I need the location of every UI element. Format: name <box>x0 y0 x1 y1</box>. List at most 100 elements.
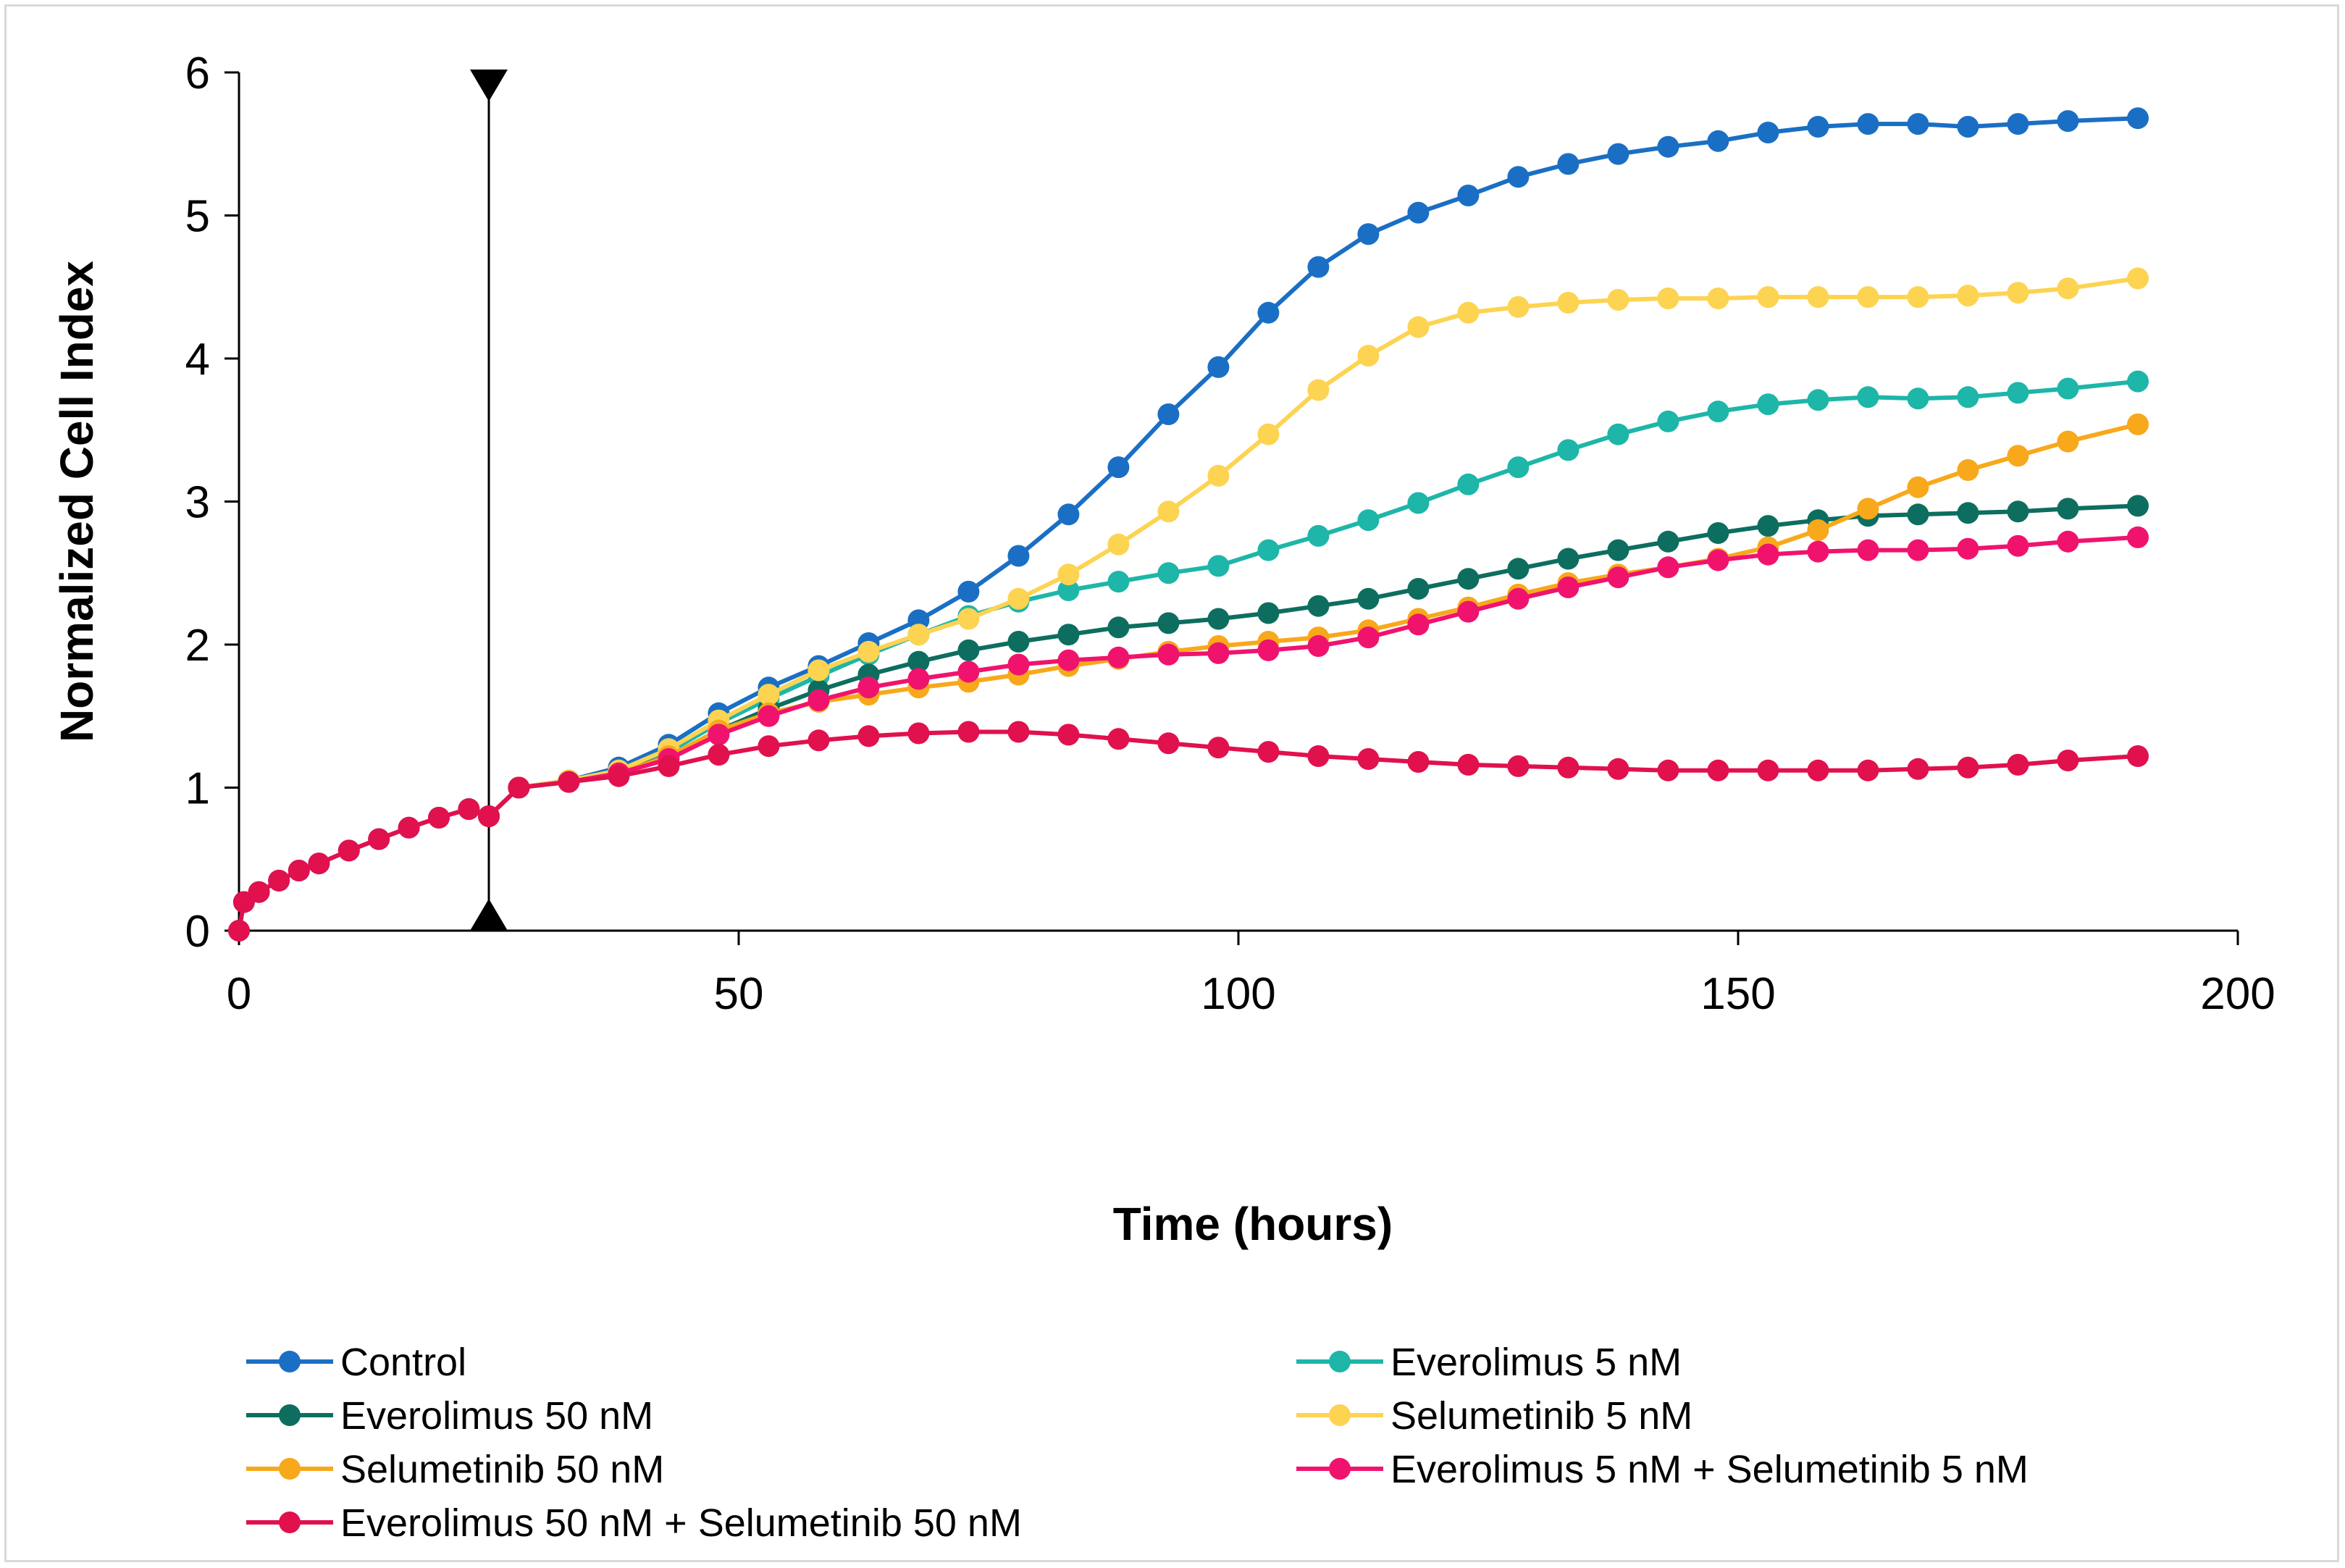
legend-label: Selumetinib 50 nM <box>340 1448 664 1491</box>
data-point <box>478 805 500 827</box>
x-axis-title: Time (hours) <box>1113 1198 1393 1250</box>
data-point <box>1207 608 1230 630</box>
data-point <box>807 659 830 682</box>
data-point <box>1757 515 1779 537</box>
data-point <box>2007 113 2029 135</box>
data-point <box>2057 377 2079 400</box>
data-point <box>1357 748 1380 770</box>
data-point <box>1007 545 1030 567</box>
series-line <box>487 379 2139 818</box>
data-point <box>458 798 480 821</box>
data-point <box>558 771 580 793</box>
legend-label: Everolimus 5 nM + Selumetinib 5 nM <box>1390 1448 2029 1491</box>
legend-swatch-marker <box>1329 1351 1351 1372</box>
data-point <box>2127 745 2149 767</box>
data-point <box>1957 537 1979 560</box>
data-point <box>1557 292 1580 314</box>
data-point <box>1607 566 1629 589</box>
data-point <box>2057 750 2079 771</box>
chart-frame <box>4 4 2339 1562</box>
data-point <box>1707 288 1729 309</box>
data-point <box>1107 728 1130 750</box>
data-point <box>1457 301 1480 324</box>
data-point <box>1607 539 1629 561</box>
legend-label: Control <box>340 1341 466 1384</box>
data-point <box>1907 476 1929 498</box>
data-point <box>1057 724 1080 746</box>
data-point <box>2057 430 2079 453</box>
data-point <box>1707 130 1729 152</box>
data-point <box>907 722 930 745</box>
data-point <box>1757 122 1779 143</box>
y-tick-label: 5 <box>185 192 210 242</box>
data-point <box>508 776 530 799</box>
data-point <box>1057 503 1080 526</box>
data-point <box>1707 522 1729 544</box>
data-point <box>1807 286 1829 309</box>
data-point <box>1307 595 1330 617</box>
data-point <box>1257 539 1280 561</box>
data-point <box>1607 289 1629 311</box>
data-point <box>1857 286 1879 309</box>
legend-swatch-marker <box>279 1458 301 1480</box>
data-point <box>1007 631 1030 653</box>
data-point <box>1207 356 1230 378</box>
data-point <box>1957 756 1979 779</box>
data-point <box>1057 624 1080 646</box>
data-point <box>1407 316 1430 338</box>
data-point <box>228 920 250 942</box>
legend-item: Selumetinib 5 nM <box>1296 1394 1692 1438</box>
data-point <box>1157 643 1180 666</box>
data-point <box>807 729 830 752</box>
y-tick-label: 6 <box>185 49 210 98</box>
data-point <box>1857 759 1879 781</box>
data-point <box>1857 498 1879 520</box>
data-point <box>1657 556 1679 579</box>
data-point <box>1357 626 1380 649</box>
data-point <box>1207 642 1230 664</box>
legend-swatch-marker <box>279 1512 301 1533</box>
data-point <box>857 676 880 699</box>
data-point <box>1257 602 1280 624</box>
data-point <box>1307 524 1330 547</box>
data-point <box>1557 153 1580 175</box>
legend-item: Everolimus 50 nM + Selumetinib 50 nM <box>246 1501 1022 1545</box>
data-point <box>1457 473 1480 495</box>
data-point <box>1957 502 1979 524</box>
data-point <box>907 624 930 646</box>
data-point <box>368 828 390 850</box>
data-point <box>337 839 360 862</box>
data-point <box>1557 756 1580 779</box>
data-point <box>1107 646 1130 668</box>
legend-swatch-marker <box>1329 1458 1351 1480</box>
data-point <box>1207 555 1230 577</box>
y-tick-label: 4 <box>185 335 210 385</box>
data-point <box>1507 558 1530 580</box>
legend-swatch-marker <box>1329 1404 1351 1426</box>
data-point <box>288 860 310 881</box>
x-tick-label: 100 <box>1201 969 1275 1019</box>
data-point <box>1057 649 1080 671</box>
data-point <box>1007 653 1030 676</box>
data-point <box>1107 616 1130 639</box>
data-point <box>708 744 730 766</box>
data-point <box>1057 579 1080 601</box>
data-point <box>1807 759 1829 781</box>
data-point <box>1357 509 1380 532</box>
data-point <box>428 807 450 829</box>
data-point <box>2057 530 2079 553</box>
y-tick-label: 2 <box>185 621 210 671</box>
legend-label: Everolimus 5 nM <box>1390 1341 1682 1384</box>
data-point <box>1657 135 1679 158</box>
data-point <box>1257 741 1280 763</box>
data-point <box>1607 423 1629 445</box>
series-line <box>487 276 2139 818</box>
treatment-marker-top-triangle <box>470 70 508 101</box>
data-point <box>1157 612 1180 634</box>
data-point <box>1007 721 1030 743</box>
x-tick-label: 0 <box>227 969 251 1019</box>
data-point <box>1257 301 1280 324</box>
data-point <box>1407 613 1430 636</box>
data-point <box>2127 107 2149 130</box>
